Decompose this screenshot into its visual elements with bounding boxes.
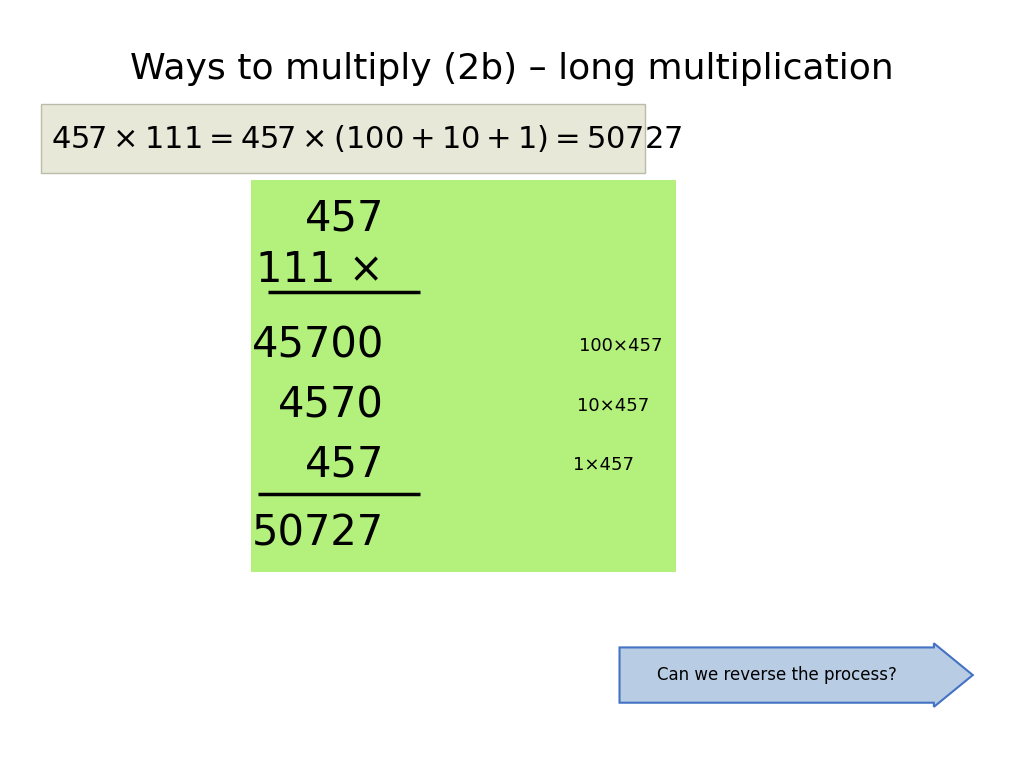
FancyArrow shape <box>620 644 973 707</box>
Text: 50727: 50727 <box>252 513 384 554</box>
Text: $457\times111=457\times\left(100+10+1\right)=50727$: $457\times111=457\times\left(100+10+1\ri… <box>51 123 683 154</box>
Text: 10×457: 10×457 <box>577 396 649 415</box>
Text: 457: 457 <box>304 198 384 240</box>
Text: 111 ×: 111 × <box>256 250 384 291</box>
Text: 457: 457 <box>304 444 384 485</box>
Text: 1×457: 1×457 <box>573 455 635 474</box>
Text: Ways to multiply (2b) – long multiplication: Ways to multiply (2b) – long multiplicat… <box>130 52 894 86</box>
Text: 4570: 4570 <box>279 385 384 426</box>
Text: 100×457: 100×457 <box>579 336 663 355</box>
Text: Can we reverse the process?: Can we reverse the process? <box>656 666 897 684</box>
FancyBboxPatch shape <box>41 104 645 173</box>
Text: 45700: 45700 <box>252 325 384 366</box>
FancyBboxPatch shape <box>251 180 676 572</box>
